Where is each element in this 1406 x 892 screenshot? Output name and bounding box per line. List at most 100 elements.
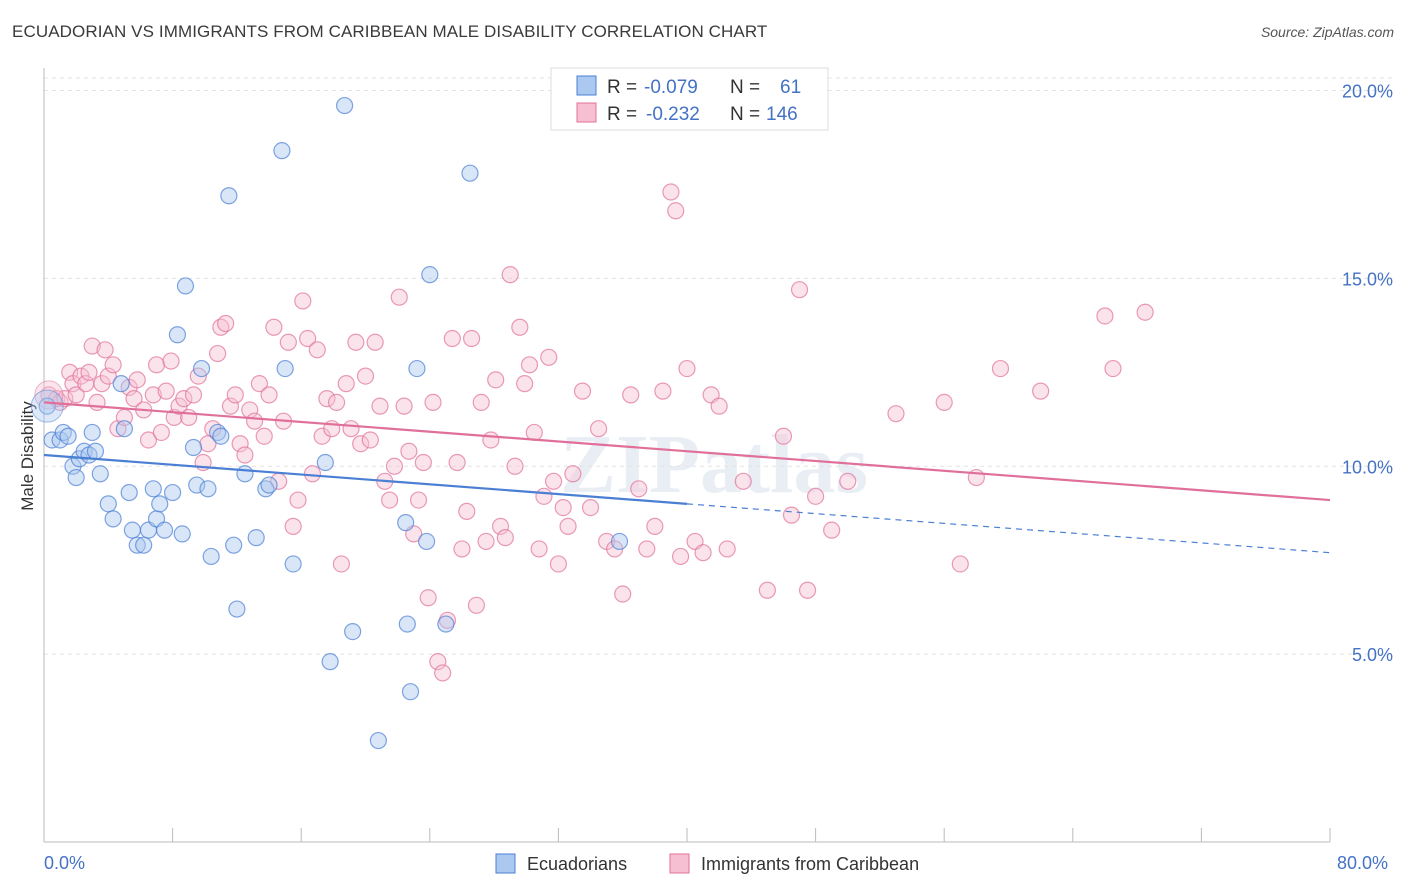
caribbean-point xyxy=(1136,303,1154,321)
caribbean-point xyxy=(798,581,817,599)
caribbean-point xyxy=(385,457,404,475)
ecuadorian-point xyxy=(236,465,254,483)
bottom-legend-swatch-caribbean xyxy=(669,853,690,874)
caribbean-point xyxy=(99,367,117,385)
caribbean-point xyxy=(530,540,548,558)
caribbean-point xyxy=(381,491,399,509)
caribbean-point xyxy=(294,292,312,310)
caribbean-point xyxy=(395,397,413,415)
caribbean-point xyxy=(104,356,122,374)
caribbean-point xyxy=(419,589,437,607)
ecuadorian-point xyxy=(461,164,479,182)
caribbean-point xyxy=(506,457,524,475)
ecuadorian-point xyxy=(120,483,138,502)
caribbean-point xyxy=(654,382,672,400)
ecuadorian-point xyxy=(173,525,191,543)
y-tick-label: 15.0% xyxy=(1342,269,1393,289)
ecuadorian-point xyxy=(273,142,291,160)
caribbean-point xyxy=(289,491,307,509)
caribbean-point xyxy=(622,386,640,404)
caribbean-point xyxy=(462,329,481,348)
caribbean-point xyxy=(255,427,273,445)
caribbean-point xyxy=(823,521,841,539)
legend-r-value-2: -0.232 xyxy=(646,104,700,125)
caribbean-point xyxy=(226,386,244,404)
ecuadorian-point xyxy=(401,683,420,701)
ecuadorian-point xyxy=(91,465,109,483)
caribbean-point xyxy=(352,435,370,453)
y-tick-label: 10.0% xyxy=(1342,457,1393,477)
caribbean-point xyxy=(448,453,466,472)
caribbean-point xyxy=(265,318,283,336)
caribbean-point xyxy=(646,517,664,535)
caribbean-point xyxy=(472,393,490,411)
ecuadorian-point xyxy=(83,423,101,442)
watermark: ZIPatlas xyxy=(560,418,868,511)
caribbean-point xyxy=(520,356,539,374)
caribbean-point xyxy=(887,405,905,423)
caribbean-point xyxy=(458,502,476,520)
ecuadorian-point xyxy=(128,536,146,554)
legend-box: R = -0.079 N = 61 R = -0.232 N = 146 xyxy=(550,67,829,131)
caribbean-point xyxy=(516,375,534,393)
ecuadorian-point xyxy=(336,96,354,115)
ecuadorian-point xyxy=(112,375,130,393)
ecuadorian-point xyxy=(99,495,117,513)
ecuadorian-point xyxy=(176,277,195,295)
caribbean-point xyxy=(83,337,101,355)
ecuadorian-point xyxy=(421,266,439,284)
caribbean-point xyxy=(303,465,322,483)
caribbean-point xyxy=(250,375,269,393)
caribbean-point xyxy=(361,431,379,449)
legend-swatch-ecuadorians xyxy=(576,75,597,96)
caribbean-point xyxy=(434,664,452,682)
caribbean-point xyxy=(525,423,543,442)
caribbean-point xyxy=(128,371,146,389)
ecuadorian-point xyxy=(260,476,278,494)
ecuadorians-trend-extension xyxy=(686,503,1331,554)
caribbean-point xyxy=(614,585,632,603)
caribbean-point xyxy=(390,288,408,306)
chart-title: ECUADORIAN VS IMMIGRANTS FROM CARIBBEAN … xyxy=(12,22,768,41)
caribbean-point xyxy=(175,390,193,408)
ecuadorians-trend-line xyxy=(43,453,688,505)
y-tick-labels: 5.0% 10.0% 15.0% 20.0% xyxy=(1342,82,1393,666)
legend-r-label-1: R = xyxy=(607,77,637,98)
caribbean-point xyxy=(299,329,317,348)
caribbean-point xyxy=(511,318,529,336)
caribbean-point xyxy=(482,431,500,449)
x-tick-marks xyxy=(43,828,1331,842)
caribbean-point xyxy=(667,202,685,220)
caribbean-point xyxy=(540,348,558,366)
x-tick-label-min: 0.0% xyxy=(44,853,85,873)
caribbean-point xyxy=(453,540,471,558)
caribbean-point xyxy=(332,555,350,573)
caribbean-point xyxy=(217,314,235,333)
ecuadorian-point xyxy=(202,547,220,566)
caribbean-point xyxy=(564,465,582,483)
caribbean-point xyxy=(342,420,360,438)
caribbean-point xyxy=(491,517,510,535)
caribbean-point xyxy=(414,453,432,472)
ecuadorian-point xyxy=(86,442,105,460)
caribbean-point xyxy=(144,386,162,404)
bottom-legend-label-caribbean: Immigrants from Caribbean xyxy=(701,854,919,874)
ecuadorian-point xyxy=(199,480,217,498)
series-ecuadorians-points xyxy=(30,96,629,750)
caribbean-point xyxy=(718,540,736,558)
caribbean-point xyxy=(356,367,375,385)
caribbean-point xyxy=(535,487,553,505)
ecuadorian-point xyxy=(247,529,265,547)
ecuadorian-point xyxy=(408,359,426,378)
caribbean-point xyxy=(774,427,793,445)
caribbean-point xyxy=(347,333,365,351)
caribbean-point xyxy=(790,281,809,299)
caribbean-point xyxy=(162,352,180,370)
ecuadorian-point xyxy=(164,483,182,502)
caribbean-point xyxy=(231,435,249,453)
caribbean-point xyxy=(180,408,198,427)
ecuadorian-point xyxy=(144,480,162,498)
caribbean-point xyxy=(694,544,712,562)
legend-r-value-1: -0.079 xyxy=(644,77,698,98)
